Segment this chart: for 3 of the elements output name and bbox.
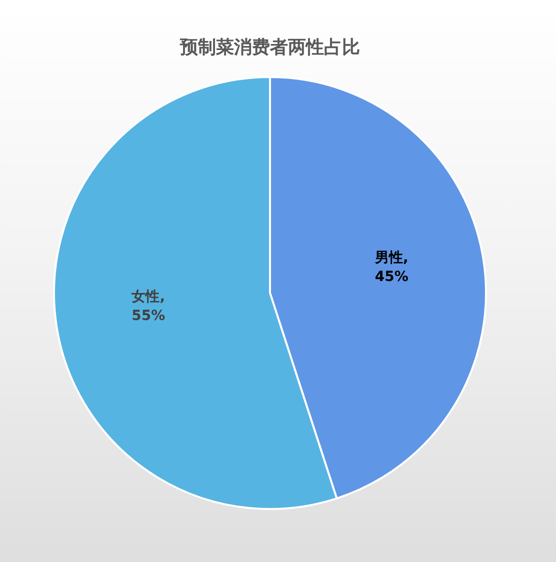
data-label: 男性, 45% — [374, 250, 408, 286]
chart-title: 预制菜消费者两性占比 — [179, 37, 360, 58]
data-label: 女性, 55% — [130, 288, 166, 324]
